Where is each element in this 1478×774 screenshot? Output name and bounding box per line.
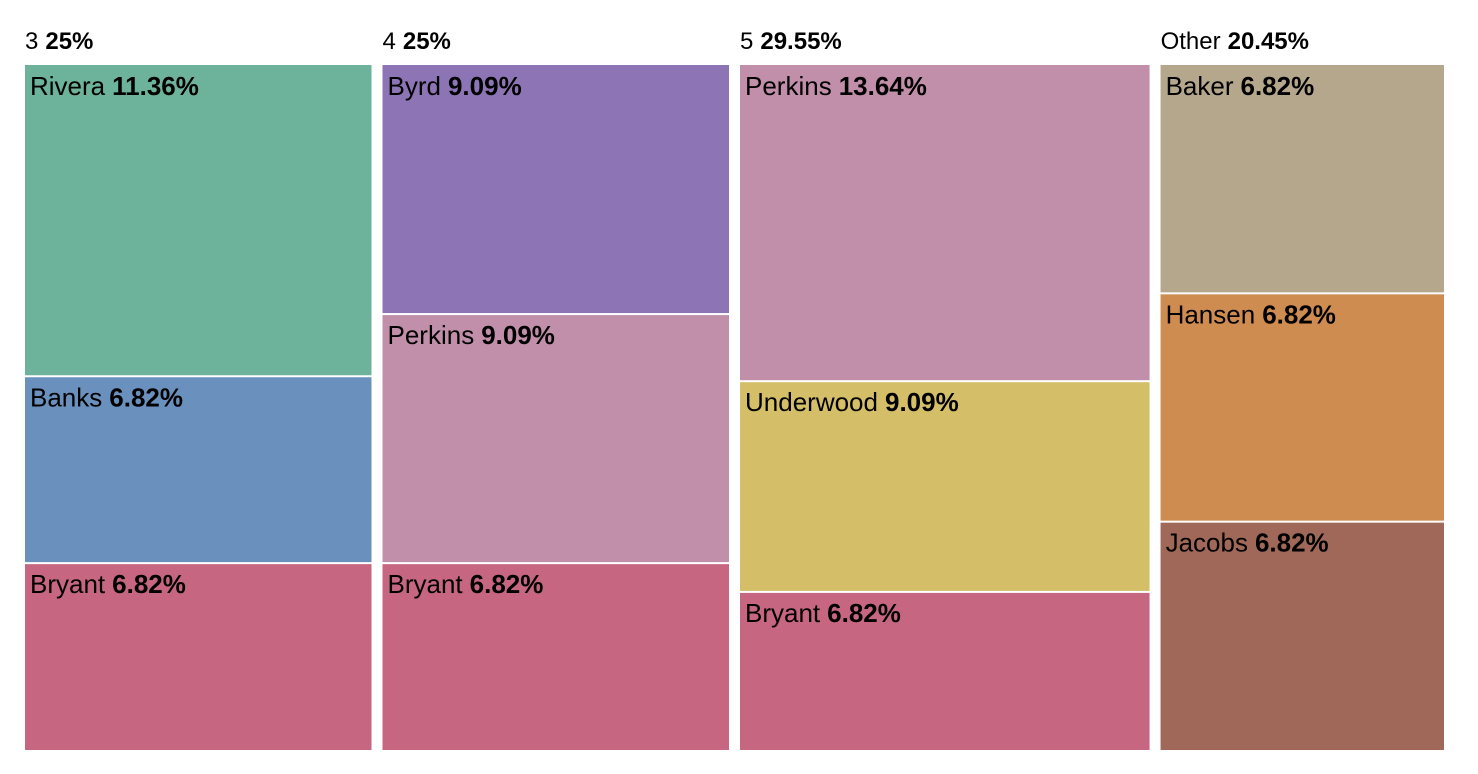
group-label: 5 29.55% <box>740 28 842 55</box>
tile <box>25 564 372 750</box>
group-value: 29.55% <box>760 28 841 55</box>
tile-value: 9.09% <box>481 320 555 350</box>
tile-name: Rivera <box>30 71 106 101</box>
tile-value: 6.82% <box>112 569 186 599</box>
tile-name: Byrd <box>388 71 441 101</box>
tile <box>1160 522 1444 750</box>
tile-value: 6.82% <box>470 569 544 599</box>
tile <box>25 65 372 376</box>
group-label: 3 25% <box>25 28 93 55</box>
tile-label: Bryant 6.82% <box>30 569 186 599</box>
group-label: Other 20.45% <box>1161 28 1309 55</box>
tile <box>382 315 729 563</box>
tile-label: Perkins 13.64% <box>745 71 927 101</box>
tile-name: Baker <box>1166 71 1234 101</box>
tile-label: Banks 6.82% <box>30 382 183 412</box>
tile-name: Bryant <box>388 569 464 599</box>
tile-name: Hansen <box>1166 299 1256 329</box>
tile <box>740 382 1150 591</box>
tile-name: Underwood <box>745 387 878 417</box>
tile-label: Jacobs 6.82% <box>1166 528 1329 558</box>
tile-label: Perkins 9.09% <box>388 320 555 350</box>
group-name: 5 <box>740 28 753 55</box>
group-value: 25% <box>45 28 93 55</box>
tile-value: 13.64% <box>839 71 927 101</box>
tile-value: 6.82% <box>1255 528 1329 558</box>
tile-name: Perkins <box>388 320 475 350</box>
tile <box>1160 294 1444 521</box>
tile <box>382 65 729 314</box>
tile-name: Bryant <box>30 569 106 599</box>
group-name: Other <box>1161 28 1221 55</box>
tile-name: Bryant <box>745 598 821 628</box>
tile-label: Baker 6.82% <box>1166 71 1315 101</box>
group-name: 4 <box>383 28 396 55</box>
tile <box>1160 65 1444 293</box>
tile <box>740 65 1150 381</box>
tile <box>740 592 1150 750</box>
tile-value: 11.36% <box>112 71 199 101</box>
tile-name: Jacobs <box>1166 528 1248 558</box>
group-name: 3 <box>25 28 38 55</box>
group-label: 4 25% <box>383 28 451 55</box>
tile-value: 9.09% <box>885 387 959 417</box>
tile-value: 6.82% <box>1262 299 1336 329</box>
tile-name: Banks <box>30 382 102 412</box>
tile <box>25 377 372 563</box>
tile-value: 6.82% <box>109 382 183 412</box>
tile-label: Hansen 6.82% <box>1166 299 1336 329</box>
group-value: 20.45% <box>1228 28 1309 55</box>
tile-label: Rivera 11.36% <box>30 71 199 101</box>
tile-label: Bryant 6.82% <box>745 598 901 628</box>
group-value: 25% <box>403 28 451 55</box>
tile-label: Bryant 6.82% <box>388 569 544 599</box>
tile-name: Perkins <box>745 71 832 101</box>
tile-value: 9.09% <box>448 71 522 101</box>
tile-label: Byrd 9.09% <box>388 71 522 101</box>
tile-label: Underwood 9.09% <box>745 387 959 417</box>
tile-value: 6.82% <box>827 598 901 628</box>
tile <box>382 564 729 750</box>
tile-value: 6.82% <box>1240 71 1314 101</box>
